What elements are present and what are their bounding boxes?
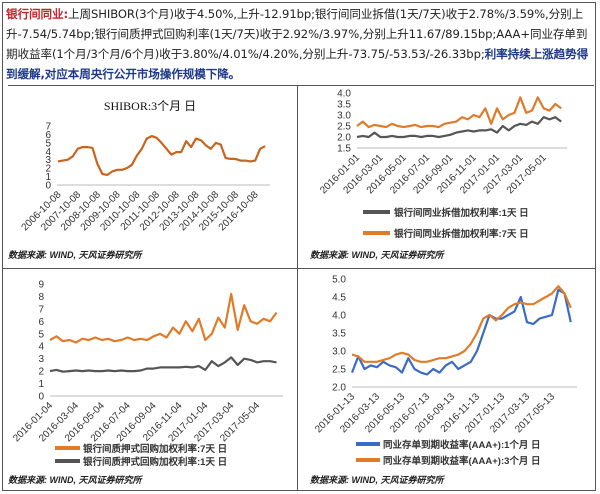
series-line: [356, 116, 562, 139]
summary-body: 上周SHIBOR(3个月)收于4.50%,上升-12.91bp;银行间同业拆借(…: [6, 7, 588, 61]
y-tick-label: 2.5: [337, 122, 351, 133]
y-tick-label: 4.0: [332, 311, 346, 322]
divider-top: [8, 85, 594, 86]
series-line: [49, 292, 278, 344]
y-tick-label: 2: [45, 164, 51, 175]
series-line: [49, 356, 277, 373]
shibor-chart: SHIBOR:3个月 日 数据来源: WIND, 天风证券研究所 0123456…: [8, 99, 270, 260]
y-tick-label: 2.5: [332, 365, 346, 376]
y-tick-label: 5: [45, 138, 51, 149]
y-tick-label: 3.5: [337, 100, 351, 111]
y-tick-label: 2.0: [332, 383, 346, 394]
y-tick-label: 5: [38, 329, 44, 340]
y-tick-label: 3.0: [332, 347, 346, 358]
divider-middle: [2, 268, 596, 269]
y-tick-label: 4.5: [332, 293, 346, 304]
legend-label: 银行间质押式回购加权利率:7天 日: [83, 443, 227, 455]
ncd-yield-chart: 同业存单到期收益率(AAA+):1个月 日 同业存单到期收益率(AAA+):3个…: [310, 275, 577, 485]
summary-paragraph: 银行间同业:上周SHIBOR(3个月)收于4.50%,上升-12.91bp;银行…: [6, 4, 596, 84]
y-tick-label: 1: [38, 379, 44, 390]
summary-lead: 银行间同业:: [6, 7, 69, 21]
y-tick-label: 0: [38, 392, 44, 403]
summary-conclusion: 利率持续上涨趋势得到缓解,对应本周央行公开市场操作规模下降。: [6, 47, 589, 81]
chart-title: SHIBOR:3个月 日: [104, 99, 196, 113]
y-tick-label: 2: [38, 367, 44, 378]
legend-label: 同业存单到期收益率(AAA+):3个月 日: [383, 455, 541, 467]
legend-label: 银行间同业拆借加权利率:7天 日: [394, 228, 529, 240]
y-tick-label: 4.0: [337, 89, 351, 100]
source-note: 数据来源: WIND, 天风证券研究所: [310, 475, 445, 485]
series-line: [351, 285, 572, 363]
y-tick-label: 1: [45, 172, 51, 183]
series-line: [356, 96, 562, 129]
series-line: [57, 135, 266, 176]
y-tick-label: 3: [38, 354, 44, 365]
y-tick-label: 8: [38, 292, 44, 303]
y-tick-label: 6: [45, 130, 51, 141]
y-tick-label: 6: [38, 317, 44, 328]
y-tick-label: 4: [38, 342, 44, 353]
document-frame: [2, 2, 596, 491]
y-tick-label: 3.0: [337, 111, 351, 122]
source-note: 数据来源: WIND, 天风证券研究所: [8, 475, 143, 485]
y-tick-label: 7: [38, 304, 44, 315]
y-tick-label: 4: [45, 147, 51, 158]
y-tick-label: 1.5: [337, 144, 351, 155]
legend-label: 银行间质押式回购加权利率:1天 日: [83, 456, 227, 468]
legend-label: 同业存单到期收益率(AAA+):1个月 日: [383, 439, 541, 451]
legend-label: 银行间同业拆借加权利率:1天 日: [394, 207, 529, 219]
source-note: 数据来源: WIND, 天风证券研究所: [310, 250, 445, 260]
y-tick-label: 3: [45, 155, 51, 166]
repo-rate-chart: 银行间质押式回购加权利率:7天 日 银行间质押式回购加权利率:1天 日 数据来源…: [8, 280, 283, 485]
y-tick-label: 2.0: [337, 133, 351, 144]
y-tick-label: 0: [45, 181, 51, 192]
divider-vertical: [297, 85, 298, 491]
interbank-lending-chart: 银行间同业拆借加权利率:1天 日 银行间同业拆借加权利率:7天 日 数据来源: …: [310, 89, 567, 260]
y-tick-label: 3.5: [332, 329, 346, 340]
y-tick-label: 9: [38, 280, 44, 291]
y-tick-label: 5.0: [332, 275, 346, 286]
series-line: [350, 288, 572, 376]
source-note: 数据来源: WIND, 天风证券研究所: [8, 250, 143, 260]
y-tick-label: 7: [45, 122, 51, 133]
